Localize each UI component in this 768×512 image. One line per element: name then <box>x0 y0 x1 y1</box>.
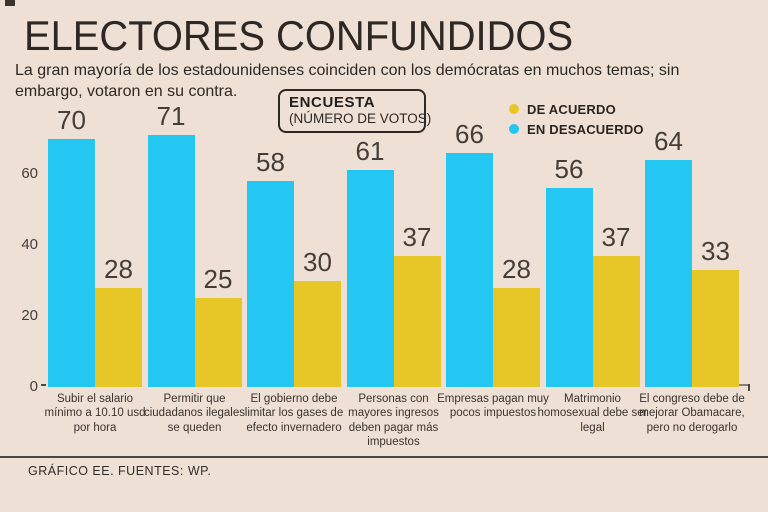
bar-value-label: 37 <box>601 221 631 252</box>
x-axis-category-label: Personas con mayores ingresos deben paga… <box>348 393 439 448</box>
bar-agree-2 <box>194 298 242 387</box>
bar-disagree-2 <box>147 134 195 387</box>
page-title: ELECTORES CONFUNDIDOS <box>24 12 574 59</box>
bar-value-label: 28 <box>502 253 531 284</box>
legend-label: DE ACUERDO <box>527 101 616 117</box>
bar-agree-6 <box>592 255 640 387</box>
bar-value-label: 30 <box>303 246 332 277</box>
y-axis-tick-label: 0 <box>29 378 38 395</box>
bar-agree-4 <box>393 255 441 387</box>
bar-agree-5 <box>493 287 540 387</box>
bar-value-label: 37 <box>402 221 432 252</box>
corner-mark <box>5 0 15 6</box>
bar-value-label: 61 <box>355 136 385 167</box>
x-axis-category-label: El gobierno debe limitar los gases de ef… <box>244 393 344 434</box>
bar-disagree-1 <box>48 138 95 387</box>
x-axis-category-label: Matrimonio homosexual debe ser legal <box>537 393 648 434</box>
legend-swatch-icon <box>509 124 519 134</box>
bar-value-label: 70 <box>57 104 86 135</box>
bar-value-label: 64 <box>654 125 683 156</box>
x-axis-category-label: Empresas pagan muy pocos impuestos <box>437 393 549 420</box>
y-axis-tick-label: 40 <box>21 236 38 253</box>
x-axis-category-label: Permitir que ciudadanos ilegales se qued… <box>143 393 246 434</box>
bar-disagree-4 <box>346 170 394 387</box>
legend: DE ACUERDO EN DESACUERDO <box>509 99 644 139</box>
x-axis-end-tick <box>748 384 750 391</box>
bar-value-label: 25 <box>203 264 233 295</box>
bar-value-label: 33 <box>701 235 730 266</box>
legend-item: EN DESACUERDO <box>509 119 644 139</box>
bar-value-label: 66 <box>455 118 484 149</box>
bar-agree-7 <box>692 269 739 387</box>
bar-value-label: 56 <box>554 154 584 185</box>
legend-swatch-icon <box>509 104 519 114</box>
bar-agree-1 <box>95 287 142 387</box>
x-axis-zero-tick <box>41 384 46 386</box>
y-axis-tick-label: 60 <box>21 165 38 182</box>
bar-value-label: 58 <box>256 147 285 178</box>
survey-note-subtitle: (NÚMERO DE VOTOS) <box>289 111 432 126</box>
x-axis-category-label: Subir el salario mínimo a 10.10 usd por … <box>44 393 146 434</box>
bar-disagree-3 <box>247 181 294 387</box>
legend-item: DE ACUERDO <box>509 99 644 119</box>
survey-note-title: ENCUESTA <box>289 94 376 111</box>
x-axis-end-line <box>739 384 750 386</box>
bar-disagree-7 <box>645 159 692 387</box>
x-axis-category-label: El congreso debe de mejorar Obamacare, p… <box>639 393 745 434</box>
survey-note-box: ENCUESTA (NÚMERO DE VOTOS) <box>278 89 432 133</box>
legend-label: EN DESACUERDO <box>527 121 644 137</box>
y-axis-tick-label: 20 <box>21 307 38 324</box>
bar-disagree-6 <box>545 188 593 387</box>
source-credit: GRÁFICO EE. FUENTES: WP. <box>28 464 212 478</box>
bar-agree-3 <box>294 280 341 387</box>
bar-value-label: 71 <box>156 100 186 131</box>
bar-value-label: 28 <box>104 253 133 284</box>
bar-disagree-5 <box>446 152 493 387</box>
footer-divider <box>0 456 768 458</box>
page-subtitle: La gran mayoría de los estadounidenses c… <box>15 62 680 101</box>
